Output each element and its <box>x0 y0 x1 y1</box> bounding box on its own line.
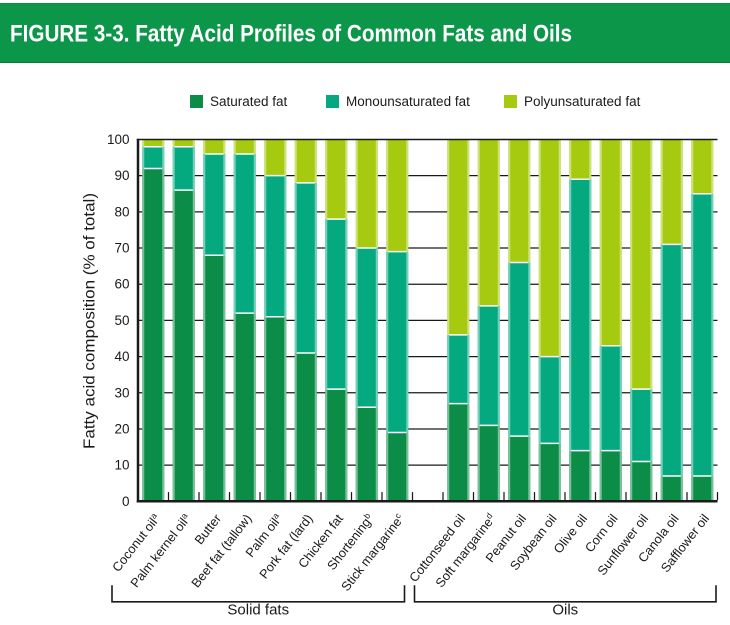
svg-text:0: 0 <box>122 494 130 509</box>
svg-text:Oils: Oils <box>552 602 578 619</box>
svg-text:Polyunsaturated fat: Polyunsaturated fat <box>524 94 641 109</box>
svg-text:50: 50 <box>114 313 129 328</box>
svg-text:Monounsaturated fat: Monounsaturated fat <box>346 94 470 109</box>
svg-text:40: 40 <box>114 349 129 364</box>
svg-text:FIGURE 3-3. Fatty Acid Profile: FIGURE 3-3. Fatty Acid Profiles of Commo… <box>10 21 572 48</box>
svg-text:60: 60 <box>114 277 129 292</box>
svg-text:10: 10 <box>114 458 129 473</box>
svg-text:80: 80 <box>114 204 129 219</box>
svg-text:Fatty acid composition (% of t: Fatty acid composition (% of total) <box>82 193 99 449</box>
svg-text:100: 100 <box>107 132 130 147</box>
svg-text:30: 30 <box>114 385 129 400</box>
svg-text:Solid fats: Solid fats <box>227 602 289 619</box>
svg-text:90: 90 <box>114 168 129 183</box>
svg-text:70: 70 <box>114 241 129 256</box>
svg-text:20: 20 <box>114 421 129 436</box>
svg-text:Saturated fat: Saturated fat <box>210 94 288 109</box>
